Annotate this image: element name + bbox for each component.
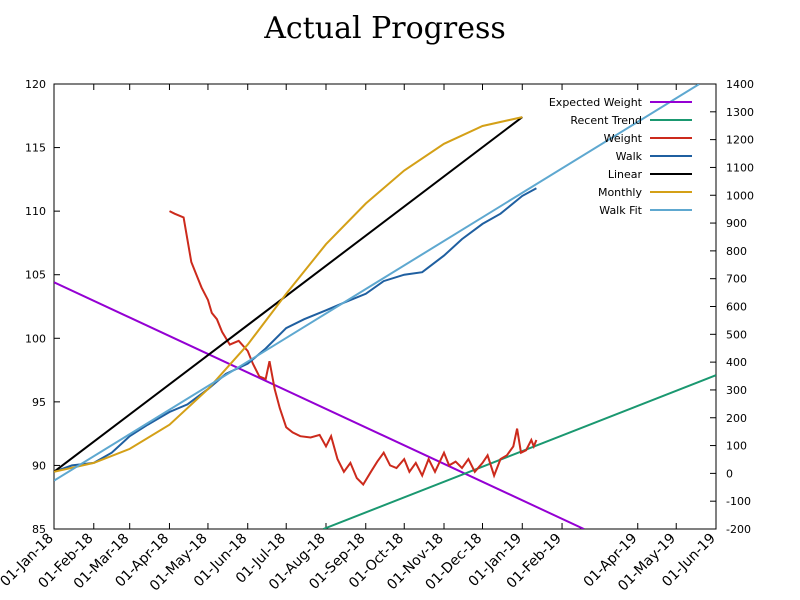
series-line	[54, 187, 537, 473]
y-tick-label: 100	[25, 332, 46, 345]
y-tick-label: 105	[25, 269, 46, 282]
y2-tick-label: 1200	[726, 134, 754, 147]
y2-tick-label: 1100	[726, 161, 754, 174]
y-tick-label: 90	[32, 459, 46, 472]
legend-label: Weight	[604, 132, 643, 145]
y2-tick-label: 800	[726, 245, 747, 258]
y2-tick-label: 0	[726, 467, 733, 480]
y2-tick-label: 500	[726, 328, 747, 341]
legend-label: Expected Weight	[549, 96, 643, 109]
legend-label: Recent Trend	[570, 114, 642, 127]
y2-tick-label: 400	[726, 356, 747, 369]
y-tick-label: 110	[25, 205, 46, 218]
y2-tick-label: 1300	[726, 106, 754, 119]
y2-tick-label: -200	[726, 523, 751, 536]
chart-title: Actual Progress	[263, 11, 506, 46]
y-tick-label: 120	[25, 78, 46, 91]
series-line	[54, 116, 523, 473]
series-line	[323, 374, 716, 529]
y2-tick-label: -100	[726, 495, 751, 508]
y2-tick-label: 1000	[726, 189, 754, 202]
y2-tick-label: 100	[726, 440, 747, 453]
legend-label: Walk	[616, 150, 643, 163]
series-line	[54, 116, 523, 473]
legend-label: Walk Fit	[599, 204, 642, 217]
y2-tick-label: 1400	[726, 78, 754, 91]
y-tick-label: 115	[25, 142, 46, 155]
y2-tick-label: 300	[726, 384, 747, 397]
series-line	[169, 210, 538, 487]
y2-tick-label: 200	[726, 412, 747, 425]
series-line	[54, 281, 585, 529]
y2-tick-label: 600	[726, 301, 747, 314]
y2-tick-label: 900	[726, 217, 747, 230]
legend-label: Linear	[608, 168, 643, 181]
y-tick-label: 85	[32, 523, 46, 536]
y2-tick-label: 700	[726, 273, 747, 286]
legend-label: Monthly	[598, 186, 643, 199]
series-line	[54, 84, 700, 482]
y-tick-label: 95	[32, 396, 46, 409]
